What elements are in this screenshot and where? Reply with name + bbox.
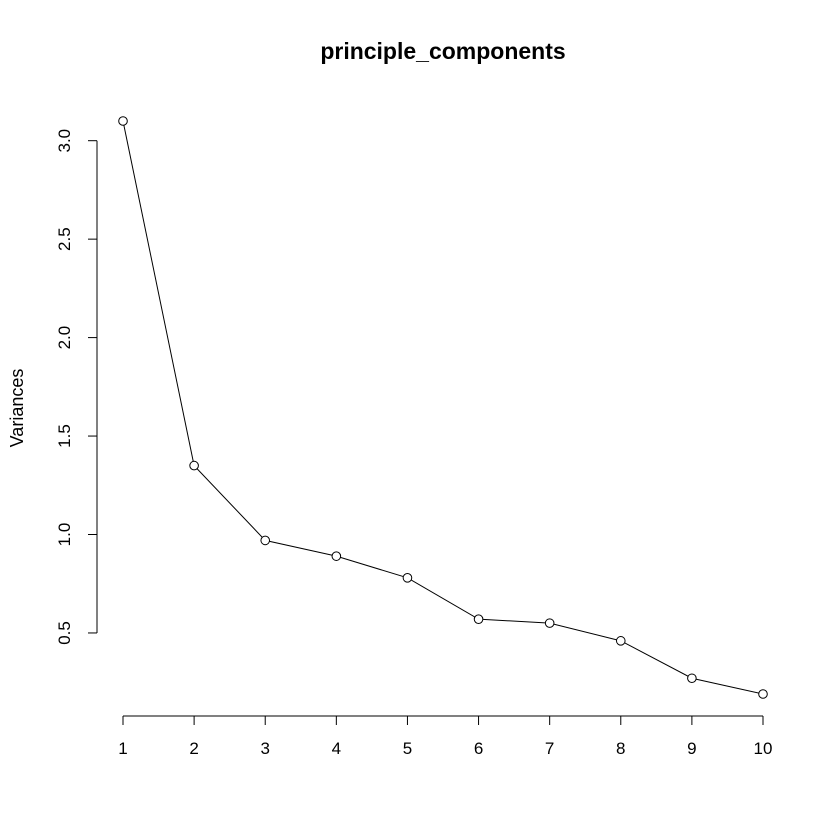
y-tick-label: 3.0 <box>55 129 74 153</box>
series-line <box>122 120 764 695</box>
x-tick-label: 7 <box>545 739 554 758</box>
x-tick-label: 6 <box>474 739 483 758</box>
y-tick-label: 1.0 <box>55 523 74 547</box>
data-point <box>615 636 626 646</box>
x-tick-label: 8 <box>616 739 625 758</box>
x-tick-label: 1 <box>118 739 127 758</box>
y-tick-label: 2.5 <box>55 227 74 251</box>
x-tick-label: 10 <box>754 739 773 758</box>
data-point <box>544 618 555 628</box>
x-tick-label: 2 <box>189 739 198 758</box>
x-tick-label: 3 <box>260 739 269 758</box>
data-point <box>189 460 199 471</box>
data-point <box>402 573 413 583</box>
data-point <box>118 116 128 126</box>
data-point <box>331 551 342 561</box>
chart-title: principle_components <box>320 38 565 64</box>
x-tick-label: 9 <box>687 739 696 758</box>
x-tick-label: 5 <box>403 739 412 758</box>
y-axis-label: Variances <box>7 369 27 448</box>
x-tick-label: 4 <box>332 739 341 758</box>
data-point <box>260 535 271 546</box>
y-tick-label: 0.5 <box>55 621 74 645</box>
data-point <box>473 614 484 624</box>
y-tick-label: 2.0 <box>55 326 74 350</box>
data-point <box>687 673 697 684</box>
y-tick-label: 1.5 <box>55 424 74 448</box>
data-point <box>758 689 768 699</box>
data-series <box>118 116 768 699</box>
axes: 1 2 3 4 5 6 7 8 9 10 0.5 1.0 1.5 2.0 2.5 3.0 <box>55 129 772 758</box>
